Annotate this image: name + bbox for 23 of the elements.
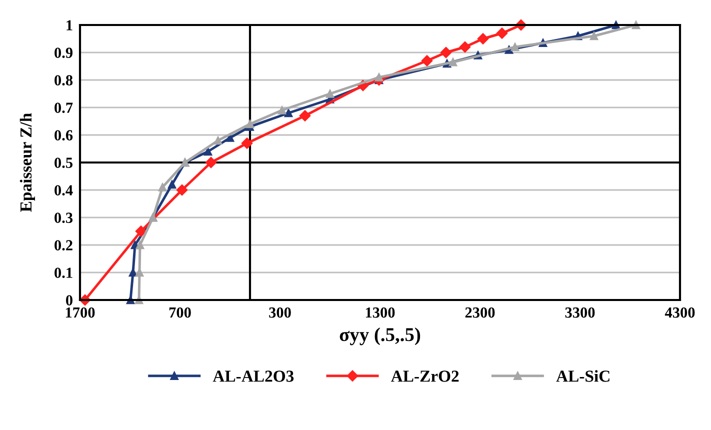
x-tick-label: 1300 <box>366 307 395 318</box>
y-tick-label: 0 <box>66 295 72 306</box>
y-axis-title: Epaisseur Z/h <box>20 113 35 212</box>
x-tick-label: 300 <box>269 307 291 318</box>
x-tick-label: 1700 <box>66 307 95 318</box>
x-tick-label: 2300 <box>465 307 495 318</box>
y-tick-label: 0.3 <box>54 212 73 224</box>
y-tick-label: 0.9 <box>54 48 73 58</box>
y-tick-label: 0.6 <box>54 130 73 141</box>
y-tick-label: 0.7 <box>54 102 73 114</box>
x-tick-label: 4300 <box>664 307 695 318</box>
legend-label: AL-AL2O3 <box>212 370 294 382</box>
x-axis-title: σyy (.5,.5) <box>340 328 420 346</box>
y-tick-label: 0.5 <box>54 158 72 168</box>
legend-label: AL-ZrO2 <box>390 370 459 382</box>
y-tick-label: 0.2 <box>54 240 72 251</box>
y-tick-label: 0.1 <box>54 268 72 278</box>
x-tick-label: 700 <box>169 307 191 318</box>
legend-label: AL-SiC <box>556 370 610 382</box>
y-tick-label: 1 <box>66 20 72 30</box>
y-tick-label: 0.8 <box>54 75 73 86</box>
y-tick-label: 0.4 <box>54 185 73 196</box>
x-tick-label: 3300 <box>565 307 595 318</box>
